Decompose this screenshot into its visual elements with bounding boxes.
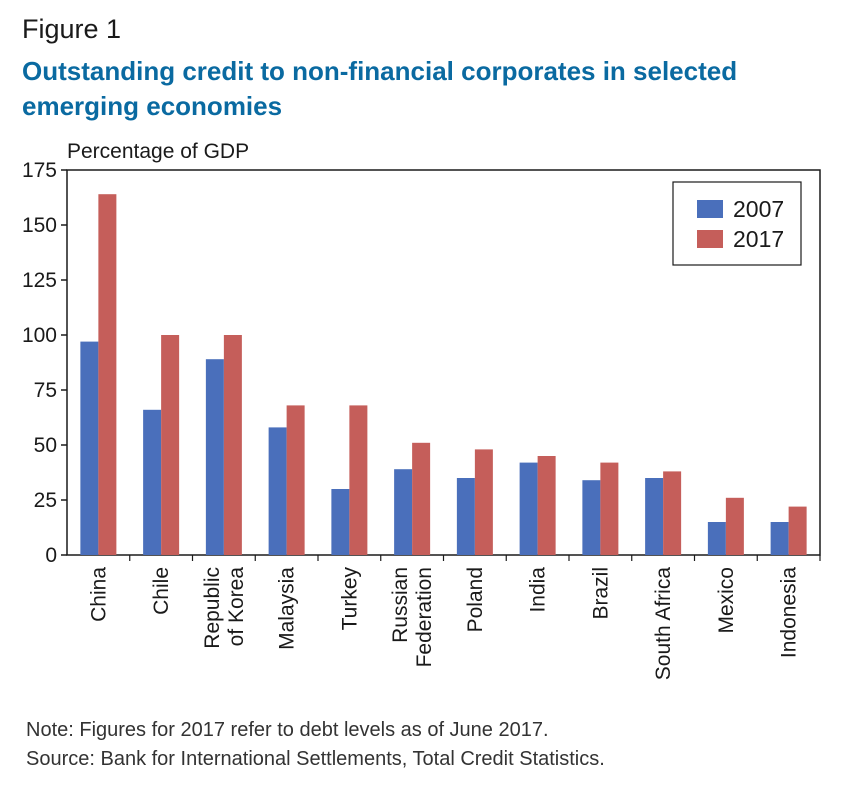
x-tick-label: India xyxy=(527,567,550,613)
y-tick-label: 75 xyxy=(34,379,57,402)
y-tick-label: 100 xyxy=(22,324,57,347)
bar-2007 xyxy=(707,522,726,555)
x-tick-label: Chile xyxy=(150,567,173,615)
bar-2017 xyxy=(349,405,368,555)
bar-2017 xyxy=(412,442,431,555)
source-text: Source: Bank for International Settlemen… xyxy=(26,748,605,770)
bar-2017 xyxy=(223,335,242,555)
x-tick-label: Turkey xyxy=(338,567,361,631)
y-tick-label: 150 xyxy=(22,214,57,237)
x-tick-label: Indonesia xyxy=(778,567,801,658)
bar-2017 xyxy=(161,335,180,555)
y-tick-label: 175 xyxy=(22,159,57,182)
note-text: Note: Figures for 2017 refer to debt lev… xyxy=(26,719,549,741)
bar-2017 xyxy=(474,449,493,555)
bar-2017 xyxy=(600,462,619,555)
y-axis-label: Percentage of GDP xyxy=(67,140,250,163)
bar-2017 xyxy=(98,194,117,555)
bar-chart: 0 25 50 75 100 125 150 175 China Chile Republic of … xyxy=(22,159,821,681)
y-tick-label: 125 xyxy=(22,269,57,292)
legend-label: 2007 xyxy=(733,196,784,222)
x-tick-label: Poland xyxy=(464,567,487,632)
bar-2007 xyxy=(519,462,538,555)
bar-2007 xyxy=(394,469,413,555)
y-tick-label: 0 xyxy=(45,544,57,567)
bar-2007 xyxy=(205,359,224,555)
chart-notes: Note: Figures for 2017 refer to debt lev… xyxy=(26,716,605,774)
x-tick-label: Brazil xyxy=(589,567,612,620)
bar-2007 xyxy=(268,427,287,555)
bar-2017 xyxy=(725,497,744,555)
bar-2007 xyxy=(80,341,99,555)
bar-2017 xyxy=(286,405,305,555)
bar-2007 xyxy=(456,478,475,555)
x-tick-label: South Africa xyxy=(652,567,675,681)
bar-2007 xyxy=(143,409,162,555)
bar-2017 xyxy=(537,456,556,555)
x-tick-label: Republic xyxy=(201,567,224,649)
x-tick-label: Mexico xyxy=(715,567,738,634)
bar-2007 xyxy=(645,478,664,555)
figure-label: Figure 1 xyxy=(22,14,122,44)
x-tick-label: China xyxy=(87,567,110,622)
x-tick-label: Russian xyxy=(389,567,412,643)
x-tick-label: Federation xyxy=(413,567,436,667)
y-tick-label: 25 xyxy=(34,489,57,512)
chart-title: Outstanding credit to non-financial corp… xyxy=(22,56,738,121)
legend-box xyxy=(672,181,802,266)
bar-2007 xyxy=(770,522,789,555)
bar-2007 xyxy=(582,480,601,555)
legend-label: 2017 xyxy=(733,226,784,252)
x-tick-label: Malaysia xyxy=(276,567,299,650)
legend-swatch-2007 xyxy=(697,200,723,218)
x-tick-label: of Korea xyxy=(225,567,248,647)
bar-2007 xyxy=(331,489,350,555)
bar-2017 xyxy=(788,506,807,555)
bar-2017 xyxy=(663,471,682,555)
y-tick-label: 50 xyxy=(34,434,57,457)
legend-swatch-2017 xyxy=(697,230,723,248)
